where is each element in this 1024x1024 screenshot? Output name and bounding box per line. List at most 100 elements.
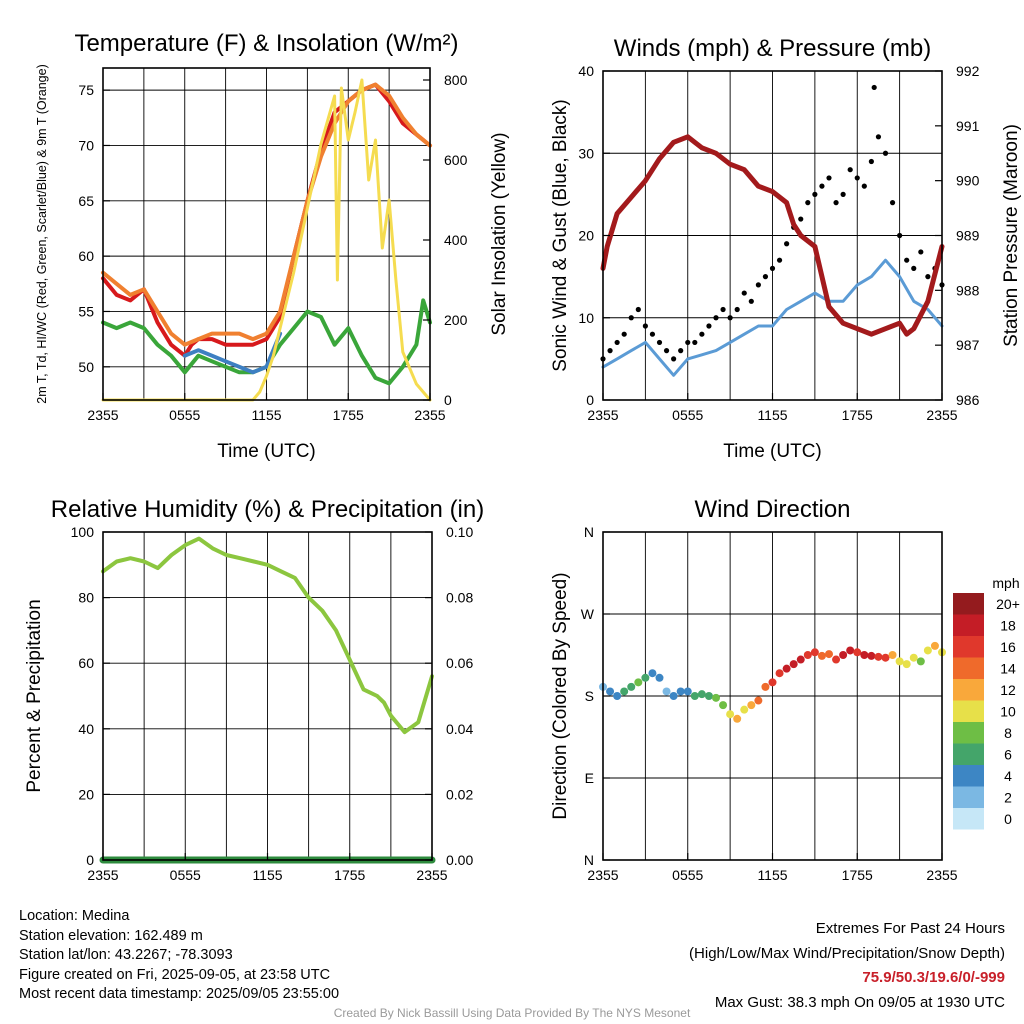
- direction-point: [803, 651, 812, 659]
- y-tick-label: E: [585, 770, 594, 786]
- gust-point: [918, 249, 924, 255]
- gust-point: [741, 290, 747, 296]
- y2-tick-label: 986: [956, 392, 980, 408]
- colorbar-label: 10: [1000, 703, 1016, 719]
- colorbar-swatch: [953, 700, 984, 722]
- gust-point: [812, 191, 818, 197]
- x-tick-label: 1755: [333, 407, 364, 423]
- y2-tick-label: 600: [444, 152, 468, 168]
- x-tick-label: 1155: [252, 867, 282, 883]
- direction-point: [704, 692, 713, 700]
- y2-tick-label: 200: [444, 312, 468, 328]
- gust-point: [911, 265, 917, 271]
- direction-point: [613, 692, 622, 700]
- gust-point: [748, 298, 754, 304]
- x-tick-label: 0555: [169, 407, 200, 423]
- y2-axis-label: Station Pressure (Maroon): [1001, 124, 1022, 347]
- gust-point: [762, 274, 769, 280]
- gust-point: [755, 282, 761, 288]
- gust-point: [784, 241, 790, 247]
- gust-point: [699, 331, 705, 337]
- direction-point: [853, 648, 862, 657]
- colorbar-label: 18: [1000, 617, 1016, 633]
- y-tick-label: 0: [586, 392, 594, 408]
- x-tick-label: 1155: [757, 407, 787, 423]
- direction-point: [690, 692, 699, 700]
- x-axis-label: Time (UTC): [723, 441, 822, 462]
- y2-tick-label: 988: [956, 282, 980, 298]
- direction-point: [669, 692, 678, 700]
- series-line-3: [182, 331, 283, 375]
- x-tick-label: 2355: [87, 867, 118, 883]
- colorbar-label: 16: [1000, 639, 1016, 655]
- direction-point: [620, 687, 629, 696]
- y-tick-label: 80: [78, 590, 94, 606]
- direction-point: [627, 682, 636, 691]
- colorbar-swatch: [953, 679, 984, 701]
- direction-point: [726, 710, 735, 719]
- x-tick-label: 1755: [842, 867, 873, 883]
- direction-point: [768, 678, 777, 687]
- direction-point: [697, 690, 706, 699]
- panel-3: Relative Humidity (%) & Precipitation (i…: [24, 496, 484, 883]
- gust-point: [805, 200, 811, 206]
- gust-point: [833, 200, 839, 206]
- grid-lines: [103, 68, 430, 400]
- direction-point: [754, 696, 763, 705]
- colorbar-label: 14: [1000, 660, 1016, 676]
- gust-point: [678, 348, 684, 354]
- y2-tick-label: 991: [956, 118, 980, 134]
- direction-point: [839, 651, 848, 659]
- direction-point: [923, 646, 932, 655]
- direction-point: [825, 650, 833, 659]
- colorbar-label: 12: [1000, 682, 1016, 698]
- direction-point: [888, 651, 897, 659]
- wind-direction-points: [599, 641, 946, 723]
- y-tick-label: 20: [78, 786, 94, 802]
- gust-point: [706, 323, 712, 329]
- x-tick-label: 2355: [414, 407, 445, 423]
- gust-point: [621, 331, 627, 337]
- gust-point: [875, 134, 882, 140]
- chart-title: Wind Direction: [694, 496, 850, 523]
- chart-title: Temperature (F) & Insolation (W/m²): [74, 30, 458, 57]
- direction-point: [747, 701, 756, 710]
- gust-point: [692, 339, 698, 346]
- y-axis-label: Sonic Wind & Gust (Blue, Black): [550, 99, 571, 371]
- y2-tick-label: 989: [956, 228, 980, 244]
- gust-point: [685, 339, 691, 346]
- gust-point: [656, 339, 663, 346]
- y2-tick-label: 0.08: [446, 590, 473, 606]
- gust-point: [727, 315, 733, 321]
- gust-point: [826, 175, 832, 181]
- y2-tick-label: 0: [444, 392, 452, 408]
- gust-point: [882, 150, 889, 156]
- grid-lines: [603, 532, 942, 860]
- gust-point: [671, 356, 677, 362]
- gust-point: [847, 167, 853, 173]
- direction-point: [895, 657, 904, 666]
- x-axis: 2355 0555 1155 1755 2355 Time (UTC): [87, 393, 446, 462]
- gust-point: [642, 323, 648, 329]
- gust-point: [819, 183, 825, 189]
- y2-axis-label: Solar Insolation (Yellow): [489, 132, 510, 335]
- y-axis-left: 0 10 20 30 40 Sonic Wind & Gust (Blue, Black): [550, 63, 610, 408]
- colorbar-label: 6: [1004, 746, 1012, 762]
- colorbar-swatch: [953, 743, 984, 765]
- y-axis-right: 986 987 988 989 990 991 992 Station Pressure (M…: [935, 63, 1022, 408]
- y2-tick-label: 987: [956, 337, 980, 353]
- created-text: Figure created on Fri, 2025-09-05, at 23…: [19, 966, 331, 983]
- gust-point: [628, 315, 634, 321]
- gust-point: [663, 348, 670, 354]
- panel-2: Winds (mph) & Pressure (mb) 2355 0555 1155 1…: [550, 35, 1022, 462]
- direction-point: [916, 657, 925, 666]
- y2-tick-label: 0.10: [446, 524, 473, 540]
- gust-point: [720, 306, 726, 313]
- colorbar-swatch: [953, 593, 984, 615]
- x-axis: 2355 0555 1155 1755 2355: [87, 853, 448, 883]
- credit-text: Created By Nick Bassill Using Data Provi…: [333, 1006, 691, 1020]
- max-gust-text: Max Gust: 38.3 mph On 09/05 at 1930 UTC: [714, 993, 1005, 1011]
- colorbar-label: 20+: [996, 596, 1020, 612]
